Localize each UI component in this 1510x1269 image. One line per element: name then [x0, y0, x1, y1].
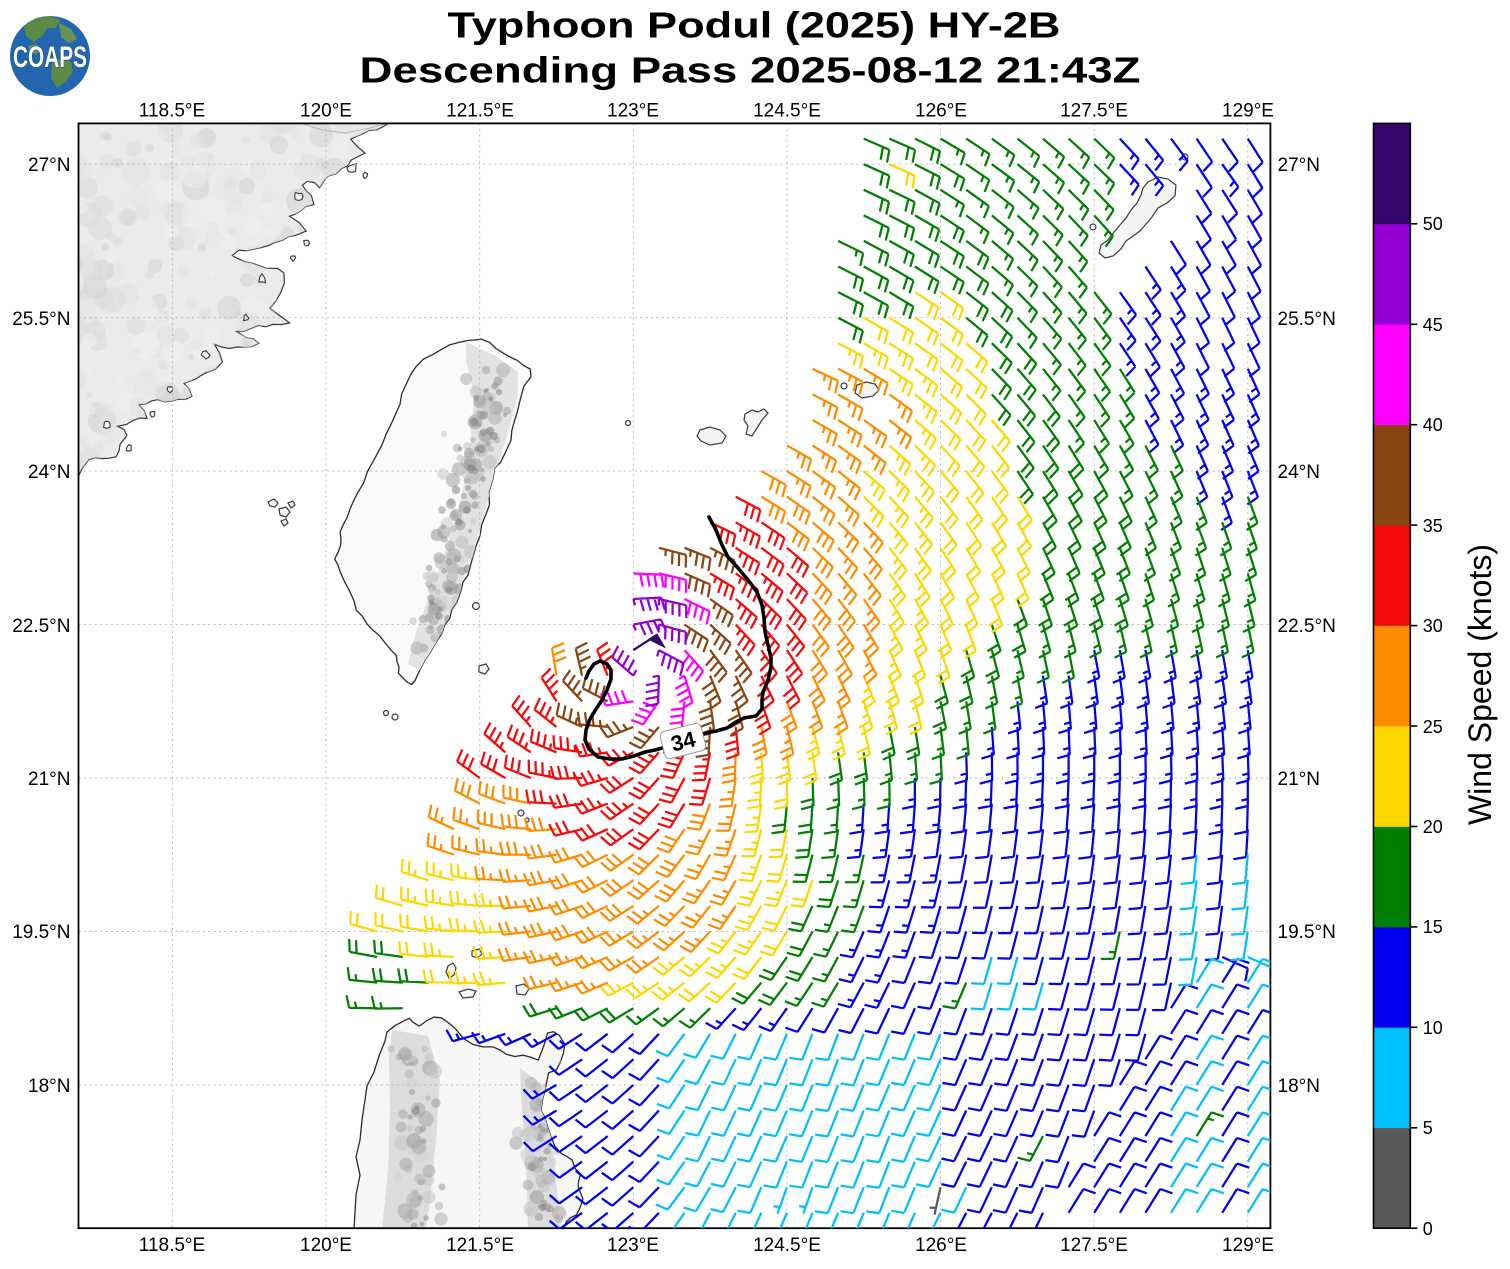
svg-text:35: 35 — [1423, 516, 1443, 536]
svg-text:15: 15 — [1423, 917, 1443, 937]
svg-text:19.5°N: 19.5°N — [1278, 922, 1336, 943]
svg-text:120°E: 120°E — [300, 101, 352, 122]
svg-text:20: 20 — [1423, 817, 1443, 837]
svg-text:0: 0 — [1423, 1219, 1433, 1239]
svg-text:121.5°E: 121.5°E — [446, 101, 514, 122]
svg-text:45: 45 — [1423, 315, 1443, 335]
svg-text:30: 30 — [1423, 616, 1443, 636]
svg-text:126°E: 126°E — [915, 1235, 967, 1256]
svg-text:123°E: 123°E — [607, 1235, 659, 1256]
svg-text:22.5°N: 22.5°N — [12, 616, 70, 637]
svg-text:Descending Pass 2025-08-12 21:: Descending Pass 2025-08-12 21:43Z — [360, 50, 1141, 91]
svg-text:118.5°E: 118.5°E — [139, 1235, 205, 1256]
svg-text:126°E: 126°E — [915, 101, 967, 122]
svg-text:118.5°E: 118.5°E — [139, 101, 205, 122]
svg-text:124.5°E: 124.5°E — [753, 1235, 821, 1256]
svg-text:123°E: 123°E — [607, 101, 659, 122]
svg-text:24°N: 24°N — [1278, 462, 1320, 483]
svg-text:127.5°E: 127.5°E — [1060, 101, 1128, 122]
svg-text:18°N: 18°N — [28, 1076, 70, 1097]
svg-text:21°N: 21°N — [28, 769, 70, 790]
svg-text:120°E: 120°E — [300, 1235, 352, 1256]
svg-text:27°N: 27°N — [28, 155, 70, 176]
svg-text:129°E: 129°E — [1222, 101, 1274, 122]
svg-text:24°N: 24°N — [28, 462, 70, 483]
svg-text:124.5°E: 124.5°E — [753, 101, 821, 122]
svg-text:5: 5 — [1423, 1118, 1433, 1138]
svg-text:Typhoon Podul (2025) HY-2B: Typhoon Podul (2025) HY-2B — [448, 5, 1061, 46]
svg-text:127.5°E: 127.5°E — [1060, 1235, 1128, 1256]
svg-text:25: 25 — [1423, 717, 1443, 737]
svg-text:27°N: 27°N — [1278, 155, 1320, 176]
svg-text:25.5°N: 25.5°N — [12, 309, 70, 330]
svg-text:40: 40 — [1423, 415, 1443, 435]
svg-text:50: 50 — [1423, 214, 1443, 234]
svg-text:129°E: 129°E — [1222, 1235, 1274, 1256]
svg-text:19.5°N: 19.5°N — [12, 922, 70, 943]
svg-text:21°N: 21°N — [1278, 769, 1320, 790]
svg-text:COAPS: COAPS — [13, 41, 87, 74]
svg-text:25.5°N: 25.5°N — [1278, 309, 1336, 330]
svg-text:18°N: 18°N — [1278, 1076, 1320, 1097]
svg-text:121.5°E: 121.5°E — [446, 1235, 514, 1256]
svg-text:10: 10 — [1423, 1018, 1443, 1038]
svg-text:22.5°N: 22.5°N — [1278, 616, 1336, 637]
svg-text:Wind Speed (knots): Wind Speed (knots) — [1462, 544, 1498, 825]
